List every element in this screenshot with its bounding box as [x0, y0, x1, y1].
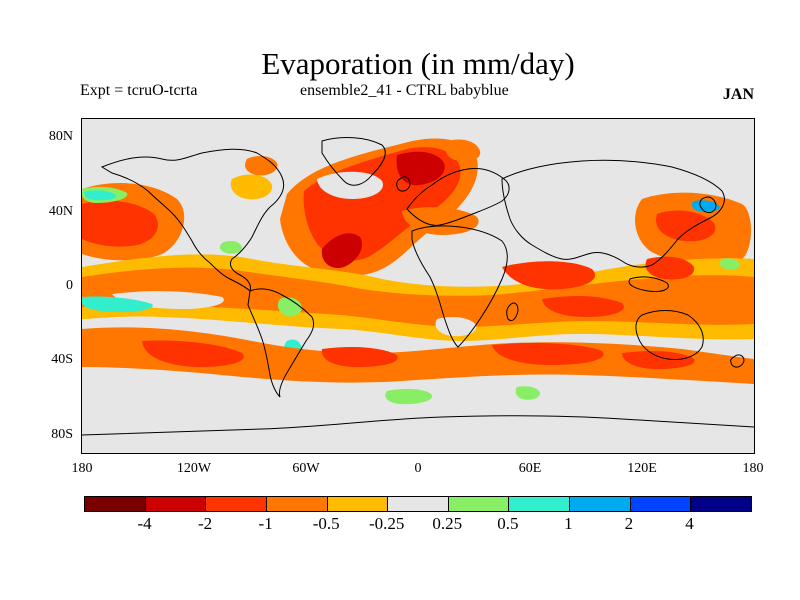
contour-west-pacific-red [645, 256, 695, 280]
x-tick-60e: 60E [518, 461, 542, 476]
contour-kuroshio-red [655, 210, 716, 242]
legend-swatch-9 [570, 497, 631, 511]
experiment-label: Expt = tcruO-tcrta [80, 82, 198, 99]
legend-label-3: -1 [258, 514, 273, 533]
y-tick-40s: 40S [51, 352, 73, 367]
coastlines [82, 137, 754, 436]
y-tick-0: 0 [66, 278, 73, 293]
contour-gulf-stream-deep [321, 233, 363, 269]
coastline-south-america [247, 288, 315, 398]
legend-label-8: 1 [564, 514, 573, 533]
legend-label-9: 2 [624, 514, 634, 533]
legend-swatch-3 [206, 497, 267, 511]
contour-pacific-green [719, 258, 740, 270]
contour-south-indian-red-2 [622, 351, 695, 369]
coastline-antarctica [82, 415, 754, 436]
contour-north-pacific-red [82, 200, 158, 247]
contour-south-indian-red [492, 343, 604, 365]
contour-south-atlantic-red [321, 347, 398, 367]
contour-siberia-orange [445, 139, 481, 162]
contour-north-atlantic-gap [317, 171, 383, 199]
legend-swatch-1 [85, 497, 146, 511]
y-tick-40n: 40N [48, 204, 73, 219]
x-tick-180-west: 180 [71, 461, 93, 476]
legend-swatch-6 [388, 497, 449, 511]
x-tick-120w: 120W [176, 461, 212, 476]
coastline-indonesia [628, 276, 669, 292]
contour-north-pacific-cyan [84, 190, 117, 201]
legend-swatch-11 [691, 497, 752, 511]
contour-southern-green-2 [515, 386, 540, 400]
x-tick-180-east: 180 [742, 461, 764, 476]
contour-caribbean-green [219, 240, 242, 254]
coastline-africa [411, 225, 508, 348]
legend-swatch-10 [630, 497, 692, 511]
legend-label-6: 0.25 [432, 514, 463, 533]
coastline-madagascar [506, 302, 519, 322]
legend-label-10: 4 [685, 514, 694, 533]
coastline-north-america [100, 148, 285, 292]
contour-kuroshio-blue [691, 200, 720, 212]
contour-southern-ocean-orange [82, 327, 754, 384]
contour-africa-equatorial-red [502, 261, 596, 290]
y-tick-80s: 80S [51, 427, 73, 442]
contour-eurasia-orange [245, 155, 278, 176]
coastline-new-zealand [730, 354, 745, 368]
contour-fills [82, 138, 754, 405]
ensemble-label: ensemble2_41 - CTRL babyblue [300, 82, 509, 99]
color-legend [84, 496, 752, 512]
x-tick-120e: 120E [627, 461, 657, 476]
coastline-australia [635, 310, 704, 360]
legend-label-1: -4 [137, 514, 152, 533]
contour-north-atlantic-deep [396, 151, 445, 186]
legend-label-5: -0.25 [369, 514, 405, 533]
contour-brazil-green [277, 297, 302, 317]
y-tick-80n: 80N [48, 129, 73, 144]
coastline-asia [501, 159, 725, 268]
map-panel [81, 118, 755, 454]
legend-label-7: 0.5 [497, 514, 519, 533]
legend-swatch-8 [509, 497, 571, 511]
map-title: Evaporation (in mm/day) [261, 46, 575, 81]
legend-swatch-4 [266, 497, 328, 511]
legend-swatch-2 [145, 497, 207, 511]
x-tick-60w: 60W [292, 461, 320, 476]
contour-labrador-yellow [230, 174, 273, 200]
legend-label-2: -2 [197, 514, 213, 533]
coastline-greenland [321, 137, 386, 186]
month-label: JAN [722, 86, 754, 103]
contour-southern-green [385, 388, 433, 405]
x-tick-0: 0 [414, 461, 422, 476]
contour-indian-ocean-red [542, 295, 624, 317]
contour-equatorial-pacific-cyan [82, 296, 153, 313]
contour-south-pacific-red [142, 340, 244, 367]
coastline-japan [699, 196, 717, 214]
legend-swatch-7 [448, 497, 510, 511]
legend-label-4: -0.5 [312, 514, 340, 533]
coastline-uk [396, 176, 411, 192]
coastline-europe [406, 168, 510, 226]
evaporation-map [82, 137, 754, 436]
legend-swatch-5 [327, 497, 389, 511]
